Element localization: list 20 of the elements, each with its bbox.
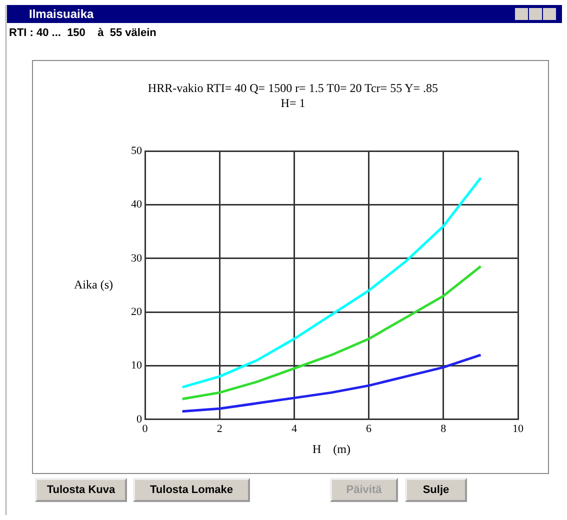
text: Sulje (405, 478, 467, 502)
x-axis-title: H (m) (312, 442, 350, 456)
text: Tulosta Lomake (133, 478, 250, 502)
text: Tulosta Kuva (35, 478, 127, 502)
x-tick-label: 6 (366, 422, 372, 435)
x-tick-label: 8 (440, 422, 447, 435)
y-axis-title: Aika (s) (74, 277, 113, 292)
y-tick-label: 40 (131, 198, 142, 211)
text: Päivitä (330, 478, 398, 502)
y-tick-label: 20 (131, 306, 142, 318)
text: RTI : 40 ... 150 à 55 välein (9, 27, 156, 39)
y-tick-label: 10 (131, 360, 142, 372)
x-tick-label: 4 (291, 422, 298, 435)
y-tick-label: 30 (131, 252, 142, 264)
y-tick-label: 50 (131, 144, 142, 157)
y-tick-label: 0 (136, 413, 142, 426)
x-tick-label: 2 (216, 422, 222, 435)
x-tick-label: 10 (512, 422, 524, 435)
chart-title: HRR-vakio RTI= 40 Q= 1500 r= 1.5 T0= 20 Tcr= 55 Y= .85 H= 1 (146, 81, 440, 111)
text: Ilmaisuaika (7, 5, 562, 23)
